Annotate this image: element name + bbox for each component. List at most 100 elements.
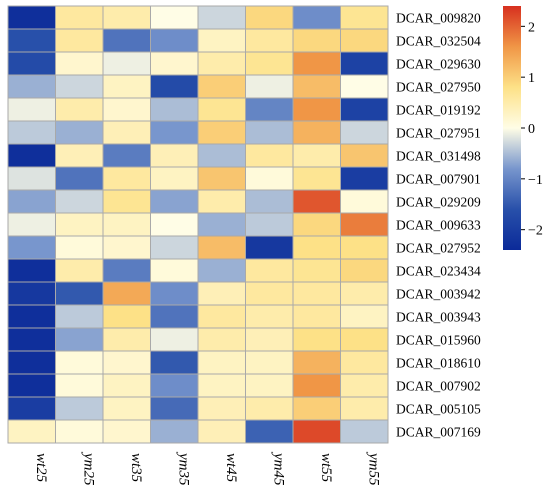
row-label: DCAR_007169 bbox=[396, 425, 481, 440]
heatmap-cell bbox=[55, 281, 104, 306]
heatmap-cell bbox=[55, 28, 104, 53]
heatmap-cell bbox=[245, 120, 294, 145]
heatmap-cell bbox=[102, 350, 151, 375]
row-label: DCAR_027950 bbox=[396, 80, 481, 95]
heatmap-cell bbox=[55, 419, 104, 444]
heatmap-cell bbox=[7, 304, 56, 329]
heatmap-cell bbox=[197, 74, 246, 99]
colorbar-ticks: −2 −1 0 1 2 bbox=[521, 20, 543, 239]
heatmap-cell bbox=[102, 97, 151, 122]
heatmap-cell bbox=[292, 212, 341, 237]
column-label: wt35 bbox=[128, 453, 144, 483]
row-label: DCAR_009820 bbox=[396, 11, 481, 26]
heatmap-cell bbox=[292, 327, 341, 352]
heatmap-cell bbox=[340, 28, 389, 53]
heatmap-cell bbox=[292, 5, 341, 30]
heatmap-cell bbox=[197, 189, 246, 214]
colorbar-tick-label: 1 bbox=[528, 71, 535, 86]
heatmap-cells bbox=[7, 5, 389, 444]
heatmap-cell bbox=[245, 143, 294, 168]
heatmap-cell bbox=[340, 120, 389, 145]
colorbar-gradient bbox=[503, 6, 521, 250]
heatmap-cell bbox=[55, 74, 104, 99]
heatmap-cell bbox=[245, 74, 294, 99]
heatmap-cell bbox=[102, 5, 151, 30]
heatmap-cell bbox=[102, 304, 151, 329]
heatmap-cell bbox=[55, 373, 104, 398]
heatmap-cell bbox=[102, 166, 151, 191]
heatmap-cell bbox=[7, 327, 56, 352]
heatmap-cell bbox=[102, 189, 151, 214]
heatmap-cell bbox=[245, 350, 294, 375]
heatmap-cell bbox=[197, 235, 246, 260]
heatmap-cell bbox=[55, 143, 104, 168]
heatmap-cell bbox=[55, 120, 104, 145]
heatmap-cell bbox=[245, 419, 294, 444]
heatmap-cell bbox=[340, 327, 389, 352]
heatmap-cell bbox=[340, 281, 389, 306]
heatmap-cell bbox=[7, 28, 56, 53]
heatmap-cell bbox=[340, 97, 389, 122]
heatmap-cell bbox=[340, 212, 389, 237]
heatmap-cell bbox=[197, 166, 246, 191]
heatmap-cell bbox=[102, 373, 151, 398]
heatmap-cell bbox=[150, 120, 199, 145]
heatmap-cell bbox=[292, 304, 341, 329]
heatmap-cell bbox=[102, 235, 151, 260]
column-label: ym55 bbox=[365, 451, 381, 486]
heatmap-cell bbox=[340, 396, 389, 421]
heatmap-cell bbox=[150, 28, 199, 53]
column-label: wt45 bbox=[223, 453, 239, 483]
heatmap-cell bbox=[197, 419, 246, 444]
heatmap-cell bbox=[7, 166, 56, 191]
heatmap-cell bbox=[197, 5, 246, 30]
heatmap-cell bbox=[245, 212, 294, 237]
heatmap-cell bbox=[7, 258, 56, 283]
heatmap-cell bbox=[55, 258, 104, 283]
heatmap-cell bbox=[150, 212, 199, 237]
heatmap-cell bbox=[7, 74, 56, 99]
row-labels: DCAR_009820 DCAR_032504 DCAR_029630 DCAR_02… bbox=[396, 11, 481, 440]
row-label: DCAR_007901 bbox=[396, 172, 481, 187]
heatmap-cell bbox=[292, 373, 341, 398]
heatmap-cell bbox=[102, 120, 151, 145]
heatmap-cell bbox=[150, 419, 199, 444]
heatmap-cell bbox=[340, 143, 389, 168]
heatmap-cell bbox=[102, 212, 151, 237]
heatmap-cell bbox=[150, 143, 199, 168]
heatmap-cell bbox=[7, 97, 56, 122]
heatmap-cell bbox=[340, 235, 389, 260]
heatmap-cell bbox=[245, 5, 294, 30]
heatmap-cell bbox=[150, 97, 199, 122]
heatmap-cell bbox=[55, 51, 104, 76]
row-label: DCAR_003942 bbox=[396, 287, 481, 302]
row-label: DCAR_019192 bbox=[396, 103, 481, 118]
heatmap-cell bbox=[7, 373, 56, 398]
heatmap-cell bbox=[292, 258, 341, 283]
heatmap-cell bbox=[55, 5, 104, 30]
heatmap-cell bbox=[55, 212, 104, 237]
heatmap-cell bbox=[245, 258, 294, 283]
heatmap-cell bbox=[55, 304, 104, 329]
row-label: DCAR_003943 bbox=[396, 310, 481, 325]
column-label: ym35 bbox=[175, 451, 191, 486]
row-label: DCAR_029630 bbox=[396, 57, 481, 72]
heatmap-cell bbox=[197, 350, 246, 375]
column-labels: wt25 ym25 wt35 ym35 wt45 ym45 wt55 ym55 bbox=[33, 451, 382, 486]
heatmap-cell bbox=[197, 304, 246, 329]
heatmap-cell bbox=[102, 281, 151, 306]
heatmap-cell bbox=[102, 143, 151, 168]
heatmap-cell bbox=[340, 74, 389, 99]
heatmap-cell bbox=[340, 373, 389, 398]
colorbar-tick-label: −2 bbox=[528, 224, 543, 239]
heatmap-cell bbox=[150, 373, 199, 398]
column-label: wt55 bbox=[318, 453, 334, 483]
heatmap-cell bbox=[197, 212, 246, 237]
heatmap-cell bbox=[340, 51, 389, 76]
heatmap-cell bbox=[292, 166, 341, 191]
heatmap-cell bbox=[150, 281, 199, 306]
heatmap-cell bbox=[197, 396, 246, 421]
heatmap-cell bbox=[292, 419, 341, 444]
heatmap-cell bbox=[292, 97, 341, 122]
row-label: DCAR_009633 bbox=[396, 218, 481, 233]
